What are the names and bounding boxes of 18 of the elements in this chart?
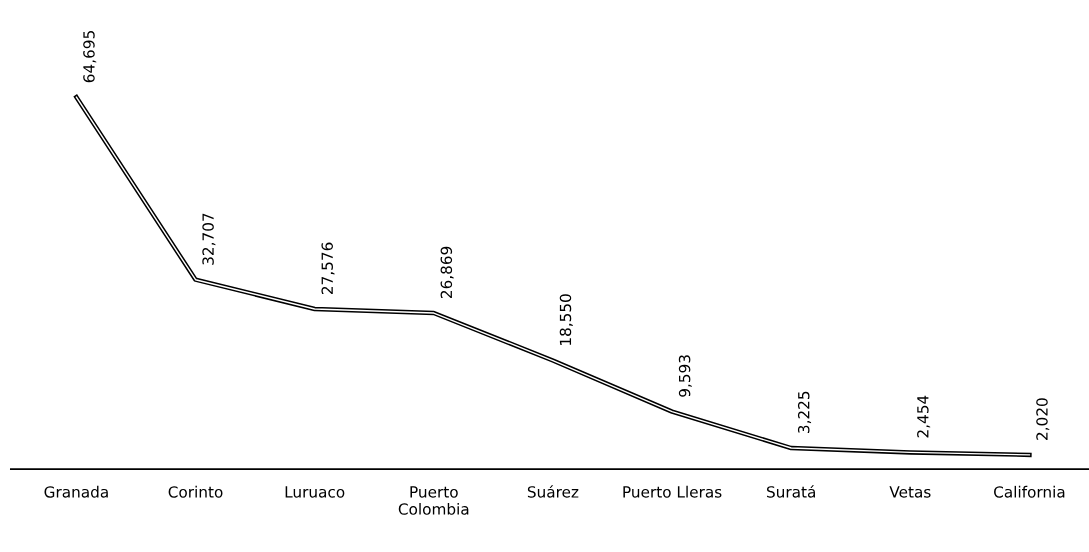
data-label: 18,550 — [559, 294, 573, 345]
data-label: 32,707 — [202, 213, 216, 265]
x-tick-label: Suratá — [767, 485, 815, 498]
data-label: 26,869 — [440, 246, 454, 299]
x-tick-label: Puerto Colombia — [398, 486, 469, 515]
x-tick-label: Suárez — [527, 485, 579, 498]
data-label: 27,576 — [321, 242, 335, 294]
data-label: 2,454 — [917, 395, 931, 438]
x-tick-label: Puerto Lleras — [623, 485, 722, 498]
x-tick-label: California — [994, 485, 1065, 498]
data-label: 2,020 — [1036, 398, 1050, 440]
data-label: 9,593 — [678, 355, 692, 397]
data-label: 64,695 — [83, 31, 97, 83]
x-tick-label: Granada — [44, 485, 108, 498]
data-label: 3,225 — [797, 391, 812, 433]
x-tick-label: Luruaco — [285, 486, 345, 498]
x-tick-label: Vetas — [889, 486, 931, 498]
x-tick-label: Corinto — [168, 485, 223, 498]
